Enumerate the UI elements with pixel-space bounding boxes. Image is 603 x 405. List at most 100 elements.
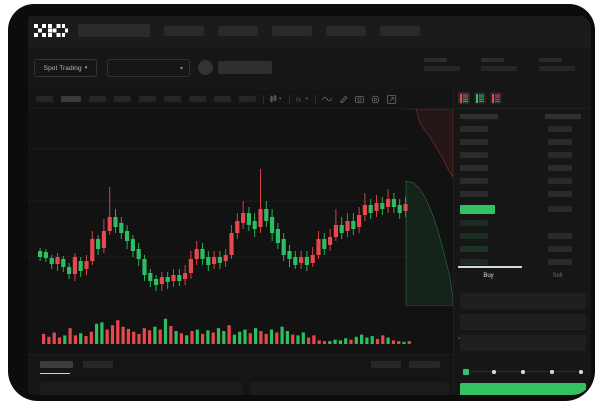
slider-tick-25[interactable] (492, 370, 496, 374)
market-stat-3 (539, 58, 575, 71)
okx-logo-icon[interactable] (34, 24, 68, 37)
fullscreen-icon[interactable] (387, 94, 396, 104)
orderbook-ask-row-price[interactable] (460, 126, 488, 132)
toolbar-divider (288, 94, 290, 104)
orderbook-bid-row-amount[interactable] (548, 233, 572, 239)
candle-type-icon[interactable]: ▾ (270, 95, 282, 103)
orderbook-ask-row-amount[interactable] (548, 139, 572, 145)
nav-item-5[interactable] (380, 26, 420, 36)
orders-action-button-2[interactable] (409, 361, 440, 368)
orderbook-mode-bids[interactable] (474, 92, 486, 104)
candlestick-chart-svg (28, 109, 453, 306)
spot-trading-label: Spot Trading (43, 64, 82, 72)
spot-trading-dropdown[interactable]: Spot Trading ▾ (34, 59, 97, 77)
toolbar-divider (263, 94, 264, 104)
app-header (28, 16, 591, 48)
search-input[interactable] (78, 24, 150, 37)
orderbook-ask-row-price[interactable] (460, 191, 488, 197)
price-field[interactable] (460, 314, 586, 330)
timeframe-button-2[interactable] (61, 96, 81, 102)
depth-chart-overlay (405, 109, 453, 306)
order-type-field[interactable] (460, 293, 586, 309)
amount-percent-slider[interactable] (462, 367, 584, 377)
market-stat-1-label (424, 58, 447, 62)
nav-item-4[interactable] (326, 26, 366, 36)
orders-tab-1[interactable] (40, 361, 73, 368)
nav-item-1[interactable] (164, 26, 204, 36)
camera-icon[interactable] (355, 95, 364, 103)
orderbook-bid-row-price[interactable] (460, 246, 488, 252)
market-stat-2-value (481, 66, 517, 71)
trading-pair-dropdown[interactable]: ▾ (107, 59, 190, 77)
orders-content-left (40, 382, 242, 395)
toolbar-divider (315, 94, 317, 104)
timeframe-button-9[interactable] (239, 96, 256, 102)
market-stat-2 (481, 58, 517, 71)
app-screen: Spot Trading ▾ ▾ (28, 16, 591, 395)
orderbook-view-modes (458, 92, 502, 104)
chart-candles (38, 169, 408, 291)
orderbook-ask-row-price[interactable] (460, 152, 488, 158)
market-stat-1-value (424, 66, 460, 71)
orderbook-bid-row-amount[interactable] (548, 259, 572, 265)
pair-last-price (218, 61, 272, 74)
timeframe-button-8[interactable] (214, 96, 231, 102)
orders-tab-2[interactable] (83, 361, 113, 368)
market-stat-2-label (481, 58, 504, 62)
orderbook-mode-asks[interactable] (490, 92, 502, 104)
amount-field[interactable] (460, 335, 586, 351)
orderbook-ask-row-amount[interactable] (548, 178, 572, 184)
pair-info-bar: Spot Trading ▾ ▾ (28, 48, 591, 90)
orderbook-last-price-amount (548, 206, 572, 212)
nav-item-2[interactable] (218, 26, 258, 36)
orders-action-button-1[interactable] (371, 361, 401, 368)
chart-toolbar: ▾ fx ▾ (28, 90, 453, 109)
timeframe-button-7[interactable] (189, 96, 206, 102)
orderbook-column-header-amount (545, 114, 581, 119)
orderbook-divider (454, 108, 591, 109)
tab-buy[interactable]: Buy (483, 273, 494, 279)
wave-line-icon[interactable] (322, 95, 333, 103)
slider-tick-50[interactable] (521, 370, 525, 374)
slider-handle[interactable] (462, 368, 470, 376)
orderbook-ask-row-amount[interactable] (548, 152, 572, 158)
orderbook-mode-both[interactable] (458, 92, 470, 104)
orderbook-ask-row-amount[interactable] (548, 165, 572, 171)
orderbook-last-price (460, 205, 495, 214)
gear-icon[interactable] (371, 95, 380, 104)
submit-order-button[interactable] (460, 383, 586, 395)
timeframe-button-6[interactable] (164, 96, 181, 102)
svg-text:fx: fx (296, 97, 301, 104)
timeframe-button-3[interactable] (89, 96, 106, 102)
timeframe-button-1[interactable] (36, 96, 53, 102)
orderbook-ask-row-price[interactable] (460, 165, 488, 171)
orderbook-bid-row-price[interactable] (460, 220, 488, 226)
timeframe-button-5[interactable] (139, 96, 156, 102)
candlestick-chart[interactable] (28, 109, 453, 306)
nav-item-3[interactable] (272, 26, 312, 36)
orderbook-ask-row-price[interactable] (460, 178, 488, 184)
orderbook-ask-row-amount[interactable] (548, 191, 572, 197)
volume-histogram[interactable] (28, 306, 453, 354)
orderbook-ask-row-amount[interactable] (548, 126, 572, 132)
orderbook-ask-row-price[interactable] (460, 139, 488, 145)
orders-content-right (250, 382, 449, 395)
slider-tick-75[interactable] (550, 370, 554, 374)
timeframe-button-4[interactable] (114, 96, 131, 102)
buy-sell-active-indicator (458, 266, 522, 268)
orderbook-bid-row-price[interactable] (460, 233, 488, 239)
slider-tick-100[interactable] (579, 370, 583, 374)
pencil-icon[interactable] (339, 95, 348, 104)
orderbook-bid-row-amount[interactable] (548, 246, 572, 252)
orders-tab-active-indicator (40, 373, 70, 374)
orderbook-bid-row-price[interactable] (460, 259, 488, 265)
device-bezel: Spot Trading ▾ ▾ (8, 4, 595, 401)
buy-sell-tabs: Buy Sell (454, 266, 591, 288)
market-stat-1 (424, 58, 460, 71)
tab-sell[interactable]: Sell (552, 273, 563, 279)
indicators-icon[interactable]: fx ▾ (296, 95, 309, 103)
header-nav (164, 26, 420, 36)
chart-gridlines (28, 148, 408, 258)
volume-histogram-svg (42, 318, 411, 344)
market-stat-3-value (539, 66, 575, 71)
